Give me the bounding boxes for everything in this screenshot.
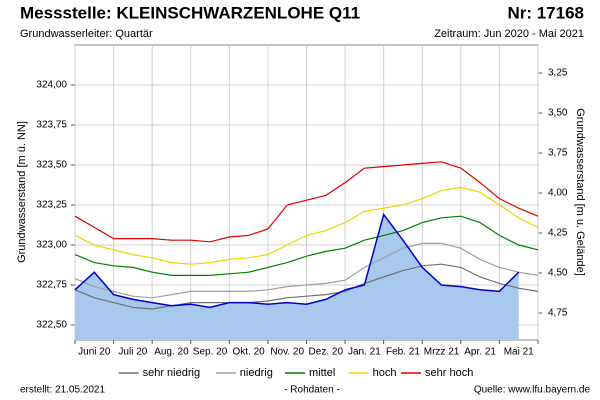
chart-title: Messstelle: KLEINSCHWARZENLOHE Q11: [20, 3, 360, 22]
y-tick-label: 323,25: [36, 200, 67, 211]
subtitle: Grundwasserleiter: Quartär: [20, 28, 153, 40]
y2-tick-label: 4,75: [548, 308, 568, 319]
data-note: - Rohdaten -: [284, 385, 340, 396]
source: Quelle: www.lfu.bayern.de: [474, 385, 591, 396]
y2-tick-label: 4,00: [548, 188, 568, 199]
legend-label: sehr niedrig: [143, 367, 200, 379]
series-line: [74, 161, 539, 243]
station-number: Nr: 17168: [507, 3, 584, 22]
y2-tick-label: 4,25: [548, 228, 568, 239]
x-tick-label: Jan. 21: [348, 347, 381, 358]
measured-area: [75, 214, 519, 340]
y-tick-label: 324,00: [36, 80, 67, 91]
x-tick-label: Mai 21: [504, 347, 534, 358]
y-tick-label: 322,75: [36, 280, 67, 291]
y-tick-label: 323,50: [36, 160, 67, 171]
x-tick-label: Mrzz 21: [424, 347, 460, 358]
x-tick-label: Apr. 21: [464, 347, 496, 358]
y2-axis-title: Grundwasserstand [m u. Gelände]: [574, 108, 586, 276]
x-tick-label: Nov. 20: [270, 347, 304, 358]
y-tick-label: 323,75: [36, 120, 67, 131]
y2-tick-label: 3,75: [548, 148, 568, 159]
legend-label: hoch: [373, 367, 397, 379]
y2-tick-label: 3,50: [548, 108, 568, 119]
x-tick-label: Feb. 21: [386, 347, 420, 358]
series-line: [74, 186, 539, 265]
series-line: [74, 242, 539, 299]
created-date: erstellt: 21.05.2021: [20, 385, 105, 396]
x-tick-label: Juli 20: [118, 347, 147, 358]
y2-tick-label: 4,50: [548, 268, 568, 279]
series-line: [74, 215, 539, 276]
legend-label: sehr hoch: [425, 367, 473, 379]
x-tick-label: Okt. 20: [233, 347, 266, 358]
y-tick-label: 322,50: [36, 320, 67, 331]
y-tick-label: 323,00: [36, 240, 67, 251]
x-tick-label: Sep. 20: [193, 347, 228, 358]
legend-label: niedrig: [240, 367, 273, 379]
legend-label: mittel: [309, 367, 335, 379]
y2-tick-label: 3,25: [548, 68, 568, 79]
x-tick-label: Aug. 20: [154, 347, 189, 358]
measured-line: [74, 212, 520, 309]
series-line: [74, 263, 539, 310]
y-axis-title: Grundwasserstand [m ü. NN]: [16, 121, 28, 263]
period: Zeitraum: Jun 2020 - Mai 2021: [434, 28, 584, 40]
x-tick-label: Juni 20: [78, 347, 111, 358]
x-tick-label: Dez. 20: [309, 347, 344, 358]
